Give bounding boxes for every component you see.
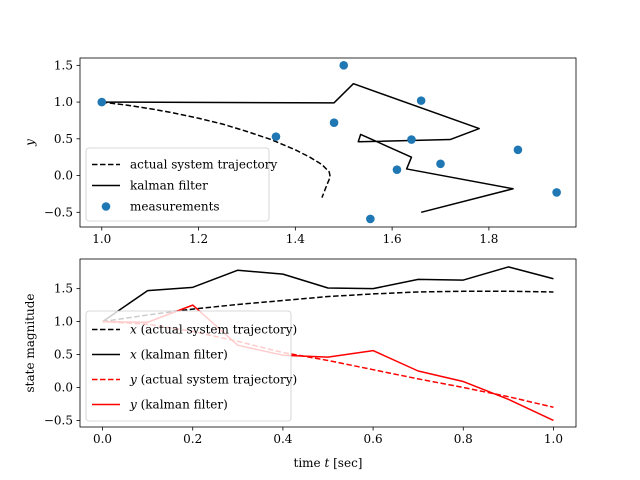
measurement-point xyxy=(329,118,339,127)
measurement-point xyxy=(271,132,281,141)
y-tick-label: 0.5 xyxy=(54,348,73,362)
axes-frame xyxy=(79,258,577,428)
x-axis-label: time t [sec] xyxy=(294,456,363,470)
legend-box xyxy=(85,310,292,422)
measurement-point xyxy=(407,135,416,144)
measurement-point xyxy=(416,96,426,105)
legend-label: actual system trajectory xyxy=(130,158,277,172)
series-line-1 xyxy=(101,101,331,198)
x-tick-label: 1.0 xyxy=(92,232,111,246)
measurement-point xyxy=(366,214,375,224)
y-axis-label: y xyxy=(23,139,37,147)
measurement-point xyxy=(513,145,523,155)
plot-area xyxy=(97,61,561,224)
x-tick-label: 0.8 xyxy=(454,432,473,446)
y-tick-label: 0.0 xyxy=(54,380,73,394)
measurement-point xyxy=(436,159,445,169)
y-tick-label: 1.5 xyxy=(54,282,73,296)
axes-frame xyxy=(79,57,577,228)
legend-label: kalman filter xyxy=(130,179,208,193)
legend-label: x (actual system trajectory) xyxy=(130,323,297,337)
measurement-point xyxy=(552,188,561,197)
y-tick-label: −0.5 xyxy=(44,413,73,427)
y-tick-label: 1.5 xyxy=(54,58,73,72)
legend-label: y (kalman filter) xyxy=(129,398,228,412)
legend: x (actual system trajectory) x (kalman fi… xyxy=(85,310,297,422)
legend-label: measurements xyxy=(130,200,220,214)
y-axis-label: state magnitude xyxy=(23,294,37,393)
axes-1: 1.0 1.2 1.4 1.6 1.8 −0.5 0.0 0.5 1.0 1.5 y actual s… xyxy=(23,57,577,246)
legend-label: x (kalman filter) xyxy=(130,348,228,362)
y-tick-label: 0.0 xyxy=(54,169,73,183)
measurement-point xyxy=(339,61,349,70)
series-line-2 xyxy=(101,82,514,214)
x-tick-label: 0.6 xyxy=(364,432,383,446)
legend-marker xyxy=(101,202,111,211)
y-tick-label: −0.5 xyxy=(44,205,73,219)
measurement-point xyxy=(392,165,402,174)
x-tick-label: 1.6 xyxy=(383,232,402,246)
x-tick-label: 0.0 xyxy=(93,432,112,446)
y-tick-label: 1.0 xyxy=(54,95,73,109)
y-tick-label: 0.5 xyxy=(54,132,73,146)
axes-2: 0.0 0.2 0.4 0.6 0.8 1.0 −0.5 0.0 0.5 1.0 1.5 state … xyxy=(23,258,577,470)
x-tick-label: 0.2 xyxy=(183,432,202,446)
series-line-2 xyxy=(102,266,554,323)
legend-box xyxy=(85,147,270,222)
x-tick-label: 0.4 xyxy=(273,432,292,446)
x-tick-label: 1.8 xyxy=(479,232,498,246)
legend: actual system trajectory kalman filter mea… xyxy=(85,147,277,222)
measurement-point xyxy=(97,97,107,107)
legend-label: y (actual system trajectory) xyxy=(129,373,297,387)
x-tick-label: 1.4 xyxy=(286,232,305,246)
x-tick-label: 1.2 xyxy=(189,232,208,246)
x-tick-label: 1.0 xyxy=(544,432,563,446)
y-tick-label: 1.0 xyxy=(54,315,73,329)
